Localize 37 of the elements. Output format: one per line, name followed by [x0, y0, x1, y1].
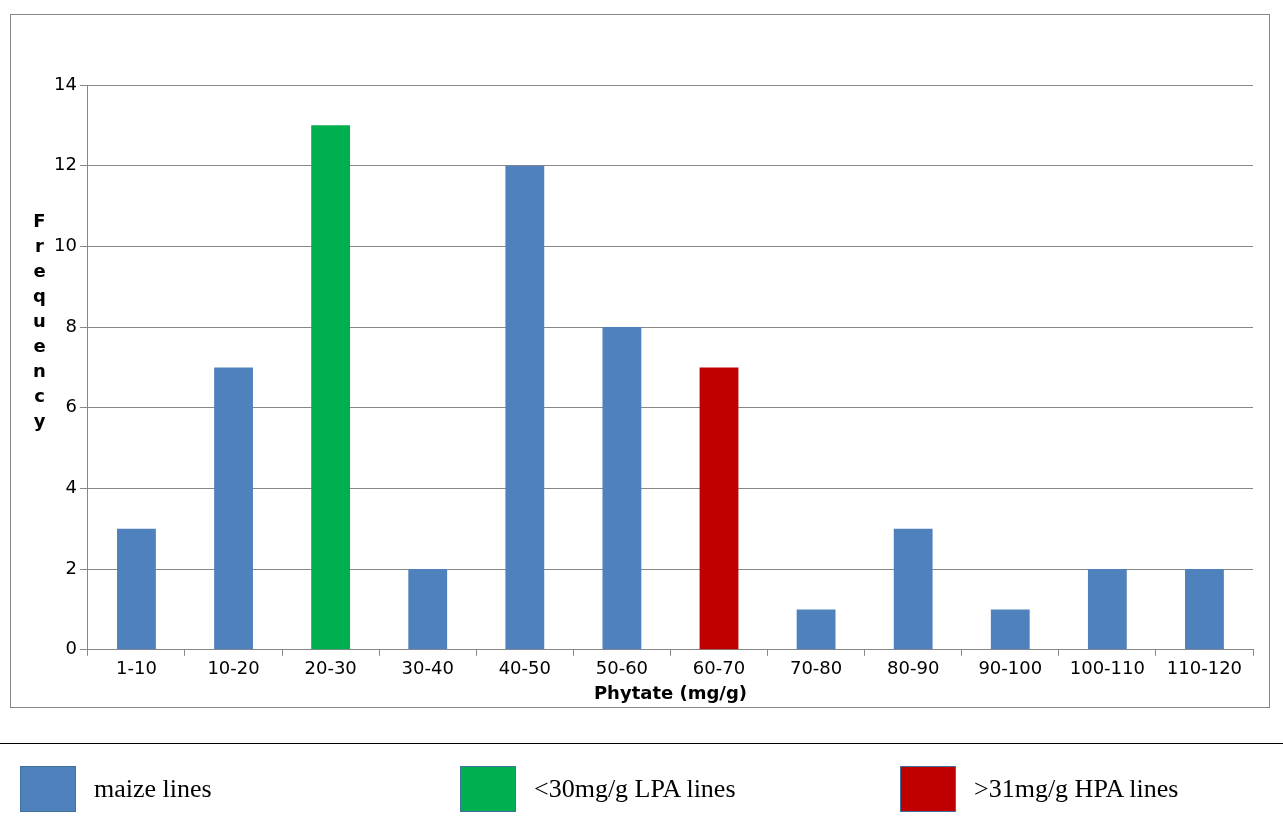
x-tick-label: 1-10	[116, 657, 157, 679]
x-tick-label: 110-120	[1166, 657, 1243, 679]
x-tick-label: 70-80	[789, 657, 843, 679]
bar	[990, 609, 1030, 650]
y-tick-label: 8	[65, 314, 77, 336]
bar	[117, 528, 156, 650]
y-axis-title: Frequency	[29, 210, 50, 435]
x-tick-label: 10-20	[207, 657, 260, 679]
y-tick-label: 12	[54, 153, 77, 175]
bar	[408, 569, 448, 650]
x-tick-label: 100-110	[1069, 657, 1145, 679]
x-tick-label: 80-90	[887, 657, 940, 679]
bar	[214, 367, 253, 650]
legend-label: maize lines	[94, 774, 212, 804]
y-tick-label: 14	[54, 72, 77, 94]
x-tick-label: 40-50	[498, 657, 551, 679]
bar	[893, 528, 933, 650]
bar	[796, 609, 836, 650]
bar	[1087, 569, 1127, 650]
y-tick-label: 10	[54, 234, 77, 256]
x-tick-label: 50-60	[595, 657, 649, 679]
x-axis-title: Phytate (mg/g)	[593, 681, 748, 703]
x-tick-label: 90-100	[978, 657, 1043, 679]
bar	[699, 367, 739, 650]
y-tick-label: 6	[65, 395, 77, 417]
x-tick-label: 60-70	[692, 657, 746, 679]
bar	[505, 165, 545, 650]
y-tick-label: 4	[65, 476, 77, 498]
legend-label: >31mg/g HPA lines	[974, 774, 1179, 804]
bar	[311, 125, 351, 650]
y-tick-label: 0	[65, 637, 77, 659]
x-tick-label: 30-40	[401, 657, 454, 679]
bar	[1185, 569, 1224, 650]
bar	[602, 327, 642, 650]
legend-label: <30mg/g LPA lines	[534, 774, 736, 804]
x-tick-label: 20-30	[304, 657, 357, 679]
y-tick-label: 2	[65, 556, 77, 578]
